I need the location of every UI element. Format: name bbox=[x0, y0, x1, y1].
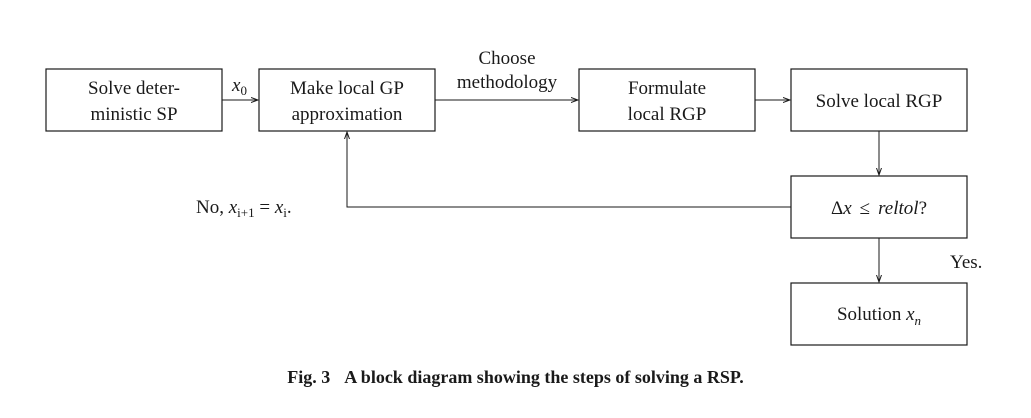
no-x-next: x bbox=[228, 197, 238, 218]
figure-caption-text: A block diagram showing the steps of sol… bbox=[344, 367, 744, 387]
solution-word: Solution bbox=[837, 304, 906, 325]
figure-caption: Fig. 3 A block diagram showing the steps … bbox=[0, 367, 1031, 388]
no-subscript-current: i bbox=[283, 205, 287, 220]
no-subscript-next: i+1 bbox=[237, 205, 254, 220]
edge-label-no: No, xi+1 = xi. bbox=[196, 197, 292, 220]
box-solve-deterministic-line1: Solve deter- bbox=[88, 78, 180, 99]
solution-x-variable: x bbox=[905, 304, 915, 325]
no-prefix: No, bbox=[196, 197, 229, 218]
box-solve-deterministic-line2: ministic SP bbox=[90, 104, 177, 125]
edge-label-choose-line2: methodology bbox=[457, 72, 558, 93]
edge-label-x0: x0 bbox=[231, 75, 247, 98]
box-solution bbox=[790, 282, 968, 346]
reltol-variable: reltol bbox=[878, 198, 918, 219]
leq-symbol: ≤ bbox=[860, 198, 870, 219]
box-check-tolerance-label: Δx ≤ reltol? bbox=[831, 198, 927, 219]
box-make-local-gp-line2: approximation bbox=[292, 104, 403, 125]
delta-x-variable: x bbox=[842, 198, 852, 219]
x0-subscript: 0 bbox=[240, 83, 247, 98]
edge-label-yes: Yes. bbox=[950, 252, 982, 273]
no-x-current: x bbox=[274, 197, 284, 218]
solution-subscript-n: n bbox=[915, 313, 922, 328]
box-formulate-line2: local RGP bbox=[628, 104, 707, 125]
box-solve-local-rgp-label: Solve local RGP bbox=[816, 91, 943, 112]
question-mark: ? bbox=[919, 198, 927, 219]
edge-label-choose-line1: Choose bbox=[479, 48, 536, 69]
no-suffix: . bbox=[287, 197, 292, 218]
box-formulate-line1: Formulate bbox=[628, 78, 706, 99]
box-make-local-gp-line1: Make local GP bbox=[290, 78, 404, 99]
delta-symbol: Δ bbox=[831, 198, 843, 219]
arrow-feedback-loop bbox=[347, 132, 791, 208]
x0-variable: x bbox=[231, 75, 241, 96]
figure-number: Fig. 3 bbox=[287, 367, 331, 387]
no-equals: = bbox=[255, 197, 275, 218]
box-solution-label: Solution xn bbox=[837, 304, 921, 328]
